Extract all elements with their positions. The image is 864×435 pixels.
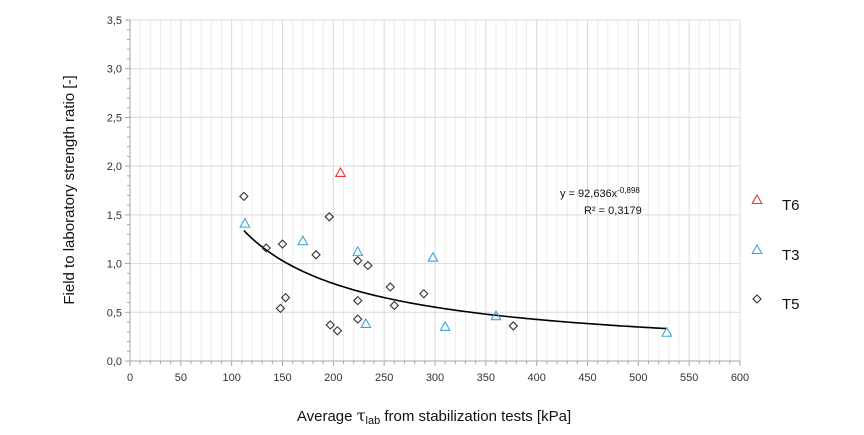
r-squared-label: R² = 0,3179 [584, 205, 642, 217]
t3-point [427, 251, 439, 262]
t5-point [332, 326, 343, 336]
t3-point [239, 217, 251, 228]
x-tick-label: 600 [731, 372, 749, 384]
x-tick-label: 50 [175, 372, 187, 384]
x-tick-label: 0 [127, 372, 133, 384]
legend-label-t3: T3 [782, 247, 800, 264]
t3-point [661, 326, 673, 337]
x-axis-title-prefix: Average [297, 408, 357, 425]
t3-point [490, 310, 502, 321]
x-tick-label: 450 [578, 372, 596, 384]
series-t6 [334, 166, 347, 178]
data-points [239, 166, 673, 337]
t5-point [363, 260, 373, 271]
t5-point [325, 320, 336, 330]
x-tick-label: 200 [324, 372, 342, 384]
axes [125, 19, 741, 366]
y-tick-label: 2,5 [107, 112, 122, 124]
t5-point [261, 243, 272, 253]
y-tick-label: 3,5 [107, 15, 122, 27]
y-tick-label: 1,0 [107, 259, 122, 271]
t5-point [277, 239, 288, 249]
y-tick-label: 0,0 [107, 356, 122, 368]
x-axis-title-subscript: lab [366, 415, 381, 427]
x-tick-label: 350 [477, 372, 495, 384]
series-t3 [239, 217, 673, 337]
series-t5 [239, 191, 519, 336]
trendline [243, 230, 667, 330]
t5-point [389, 300, 400, 311]
trendline-equation: y = 92,636x-0,898 [560, 186, 640, 200]
legend-marker-t3 [751, 243, 763, 255]
t5-point [508, 321, 519, 331]
y-tick-labels: 0,0 0,5 1,0 1,5 2,0 2,5 3,0 3,5 [107, 15, 122, 368]
t3-point [360, 317, 372, 329]
x-tick-labels: 0 50 100 150 200 250 300 350 400 450 500 550 600 [127, 372, 749, 384]
y-tick-label: 2,0 [107, 161, 122, 173]
legend-marker-t6 [751, 193, 763, 205]
t5-point [352, 295, 363, 306]
x-axis-title-suffix: from stabilization tests [kPa] [380, 408, 571, 425]
t5-point [311, 250, 321, 260]
x-tick-label: 300 [426, 372, 444, 384]
y-tick-label: 3,0 [107, 64, 122, 76]
legend: T6 T3 T5 [751, 193, 800, 313]
t5-point [385, 282, 396, 292]
t5-point [352, 255, 363, 266]
trendline-curve [243, 230, 667, 330]
x-tick-label: 250 [375, 372, 393, 384]
legend-marker-t5 [752, 294, 762, 304]
t5-point [280, 292, 291, 303]
t6-point [334, 166, 347, 178]
equation-exponent: -0,898 [617, 186, 640, 195]
x-tick-label: 550 [680, 372, 698, 384]
major-grid [130, 19, 741, 361]
legend-label-t5: T5 [782, 296, 800, 313]
equation-base: y = 92,636x [560, 188, 618, 200]
x-tick-label: 150 [273, 372, 291, 384]
t5-point [324, 212, 335, 222]
x-tick-label: 400 [527, 372, 545, 384]
y-tick-label: 1,5 [107, 210, 122, 222]
x-tick-label: 500 [629, 372, 647, 384]
t5-point [275, 303, 286, 314]
t5-point [239, 191, 249, 202]
x-tick-label: 100 [222, 372, 240, 384]
legend-label-t6: T6 [782, 197, 800, 214]
t3-point [439, 320, 451, 331]
y-axis-title: Field to laboratory strength ratio [-] [61, 75, 78, 304]
tau-symbol: τ [357, 406, 366, 425]
t3-point [297, 235, 309, 246]
t3-point [352, 245, 364, 256]
t5-point [419, 288, 429, 299]
x-axis-title: Average τlab from stabilization tests [k… [297, 406, 571, 427]
y-tick-label: 0,5 [107, 307, 122, 319]
t5-point [352, 314, 363, 324]
